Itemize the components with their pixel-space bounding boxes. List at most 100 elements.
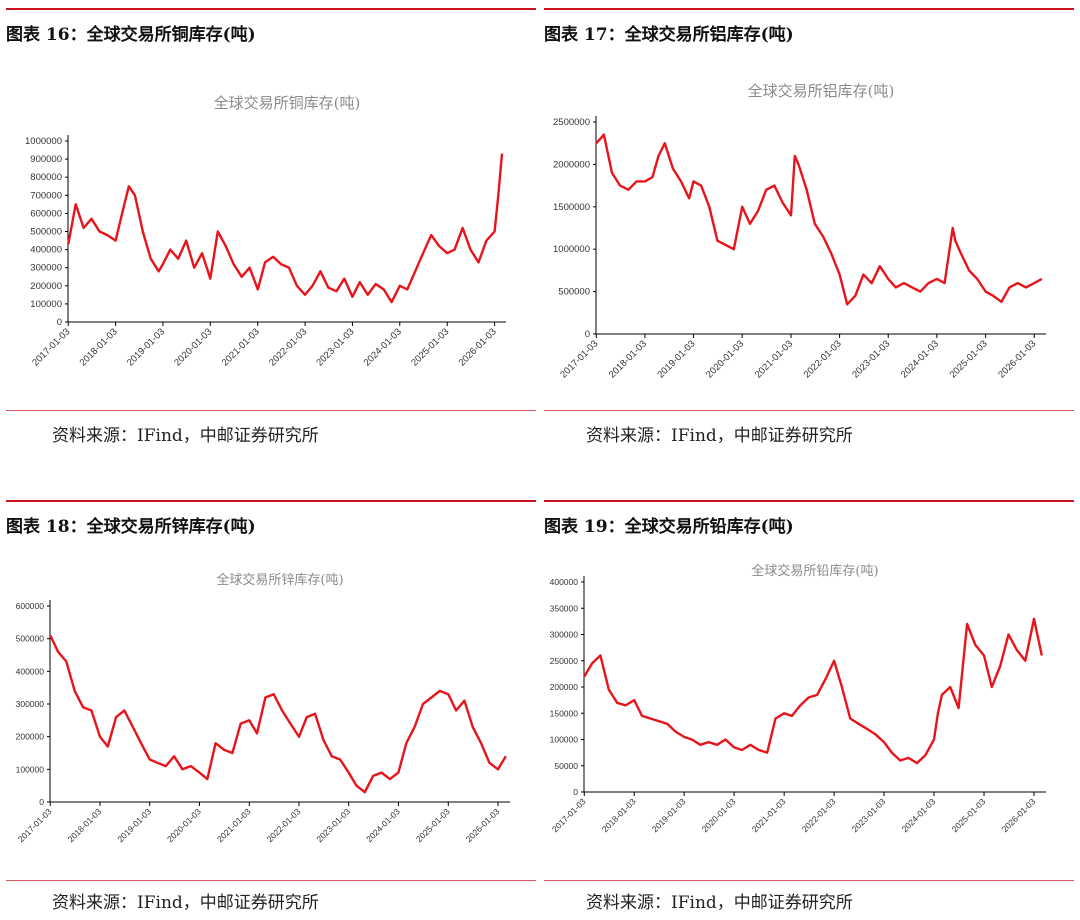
x-tick-label: 2024-01-03 [899, 338, 941, 380]
x-tick-label: 2019-01-03 [650, 796, 688, 834]
x-tick-label: 2019-01-03 [125, 326, 167, 368]
x-tick-label: 2021-01-03 [220, 326, 262, 368]
y-tick-label: 1000000 [25, 136, 62, 147]
panel-top-rule [6, 500, 536, 502]
y-tick-label: 250000 [550, 656, 579, 666]
figure-title: 图表 19：全球交易所铅库存(吨) [544, 517, 794, 537]
source-note: 资料来源：IFind，中邮证券研究所 [586, 893, 853, 913]
y-tick-label: 1500000 [553, 202, 590, 213]
panel-top-rule [544, 500, 1074, 502]
y-tick-label: 0 [585, 329, 590, 340]
y-tick-label: 400000 [16, 666, 45, 676]
series-line [49, 634, 507, 794]
y-tick-label: 600000 [30, 208, 62, 219]
x-tick-label: 2026-01-03 [457, 326, 499, 368]
y-tick-label: 50000 [554, 761, 578, 771]
y-tick-label: 500000 [16, 634, 45, 644]
x-tick-label: 2024-01-03 [362, 326, 404, 368]
x-tick-label: 2025-01-03 [948, 338, 990, 380]
aluminum-inventory-chart: 全球交易所铝库存(吨) 0 500000 1000000 1500000 2000000 2… [553, 82, 1046, 380]
x-tick-label: 2019-01-03 [115, 806, 153, 844]
x-tick-label: 2021-01-03 [750, 796, 788, 834]
y-tick-label: 500000 [558, 287, 590, 298]
x-tick-label: 2017-01-03 [30, 326, 72, 368]
chart-title: 全球交易所铝库存(吨) [748, 82, 895, 100]
panel-aluminum: 图表 17：全球交易所铝库存(吨) 全球交易所铝库存(吨) 0 500000 1000… [544, 8, 1074, 458]
panel-bottom-rule [6, 410, 536, 411]
x-tick-label: 2019-01-03 [656, 338, 698, 380]
y-tick-label: 200000 [30, 281, 62, 292]
x-tick-label: 2021-01-03 [753, 338, 795, 380]
lead-inventory-chart: 全球交易所铅库存(吨) 0 50000 100000 150000 200000 25000… [550, 563, 1046, 834]
x-tick-label: 2024-01-03 [364, 806, 402, 844]
panel-top-rule [544, 8, 1074, 10]
panel-lead: 图表 19：全球交易所铅库存(吨) 全球交易所铅库存(吨) 0 50000 10000… [544, 500, 1074, 920]
x-tick-label: 2022-01-03 [267, 326, 309, 368]
x-tick-label: 2025-01-03 [414, 806, 452, 844]
x-tick-label: 2020-01-03 [700, 796, 738, 834]
x-tick-label: 2023-01-03 [850, 796, 888, 834]
panel-bottom-rule [544, 410, 1074, 411]
x-tick-label: 2023-01-03 [314, 806, 352, 844]
y-tick-label: 150000 [550, 708, 579, 718]
y-tick-label: 200000 [550, 682, 579, 692]
x-tick-label: 2025-01-03 [950, 796, 988, 834]
x-tick-label: 2020-01-03 [704, 338, 746, 380]
y-tick-label: 500000 [30, 227, 62, 238]
y-tick-label: 0 [39, 797, 44, 807]
y-tick-label: 300000 [16, 699, 45, 709]
y-tick-label: 1000000 [553, 244, 590, 255]
x-tick-label: 2022-01-03 [802, 338, 844, 380]
y-tick-label: 900000 [30, 154, 62, 165]
y-tick-label: 2500000 [553, 117, 590, 128]
source-note: 资料来源：IFind，中邮证券研究所 [52, 426, 319, 446]
y-tick-label: 800000 [30, 172, 62, 183]
x-tick-label: 2018-01-03 [66, 806, 104, 844]
x-tick-label: 2023-01-03 [314, 326, 356, 368]
source-note: 资料来源：IFind，中邮证券研究所 [586, 426, 853, 446]
y-tick-label: 700000 [30, 190, 62, 201]
panel-zinc: 图表 18：全球交易所锌库存(吨) 全球交易所锌库存(吨) 0 100000 2000… [6, 500, 536, 920]
panel-bottom-rule [6, 880, 536, 881]
chart-title: 全球交易所锌库存(吨) [216, 572, 343, 588]
y-tick-label: 400000 [550, 577, 579, 587]
y-tick-label: 100000 [550, 735, 579, 745]
y-tick-label: 0 [57, 317, 62, 328]
series-line [595, 133, 1043, 306]
source-note: 资料来源：IFind，中邮证券研究所 [52, 893, 319, 913]
y-tick-label: 300000 [30, 263, 62, 274]
y-tick-label: 2000000 [553, 159, 590, 170]
x-tick-label: 2020-01-03 [165, 806, 203, 844]
figure-title: 图表 18：全球交易所锌库存(吨) [6, 517, 256, 537]
x-tick-label: 2017-01-03 [16, 806, 54, 844]
chart-title: 全球交易所铅库存(吨) [751, 563, 878, 579]
x-tick-label: 2018-01-03 [607, 338, 649, 380]
x-tick-label: 2018-01-03 [78, 326, 120, 368]
x-tick-label: 2022-01-03 [800, 796, 838, 834]
y-tick-label: 600000 [16, 601, 45, 611]
x-tick-label: 2022-01-03 [265, 806, 303, 844]
panel-top-rule [6, 8, 536, 10]
x-tick-label: 2025-01-03 [409, 326, 451, 368]
x-tick-label: 2017-01-03 [550, 796, 588, 834]
y-tick-label: 300000 [550, 630, 579, 640]
x-tick-label: 2026-01-03 [996, 338, 1038, 380]
x-tick-label: 2026-01-03 [1000, 796, 1038, 834]
chart-title: 全球交易所铜库存(吨) [214, 94, 361, 112]
y-tick-label: 100000 [30, 299, 62, 310]
y-tick-label: 100000 [16, 764, 45, 774]
x-tick-label: 2024-01-03 [900, 796, 938, 834]
figure-title: 图表 17：全球交易所铝库存(吨) [544, 25, 794, 45]
y-tick-label: 400000 [30, 245, 62, 256]
panel-copper: 图表 16：全球交易所铜库存(吨) 全球交易所铜库存(吨) 0 100000 2000… [6, 8, 536, 458]
series-line [67, 153, 504, 304]
x-tick-label: 2017-01-03 [558, 338, 600, 380]
x-tick-label: 2018-01-03 [600, 796, 638, 834]
x-tick-label: 2020-01-03 [172, 326, 214, 368]
y-tick-label: 350000 [550, 603, 579, 613]
x-tick-label: 2021-01-03 [215, 806, 253, 844]
x-tick-label: 2023-01-03 [850, 338, 892, 380]
figure-title: 图表 16：全球交易所铜库存(吨) [6, 25, 256, 45]
copper-inventory-chart: 全球交易所铜库存(吨) 0 100000 200000 300000 400000 5000… [25, 94, 506, 368]
x-tick-label: 2026-01-03 [464, 806, 502, 844]
